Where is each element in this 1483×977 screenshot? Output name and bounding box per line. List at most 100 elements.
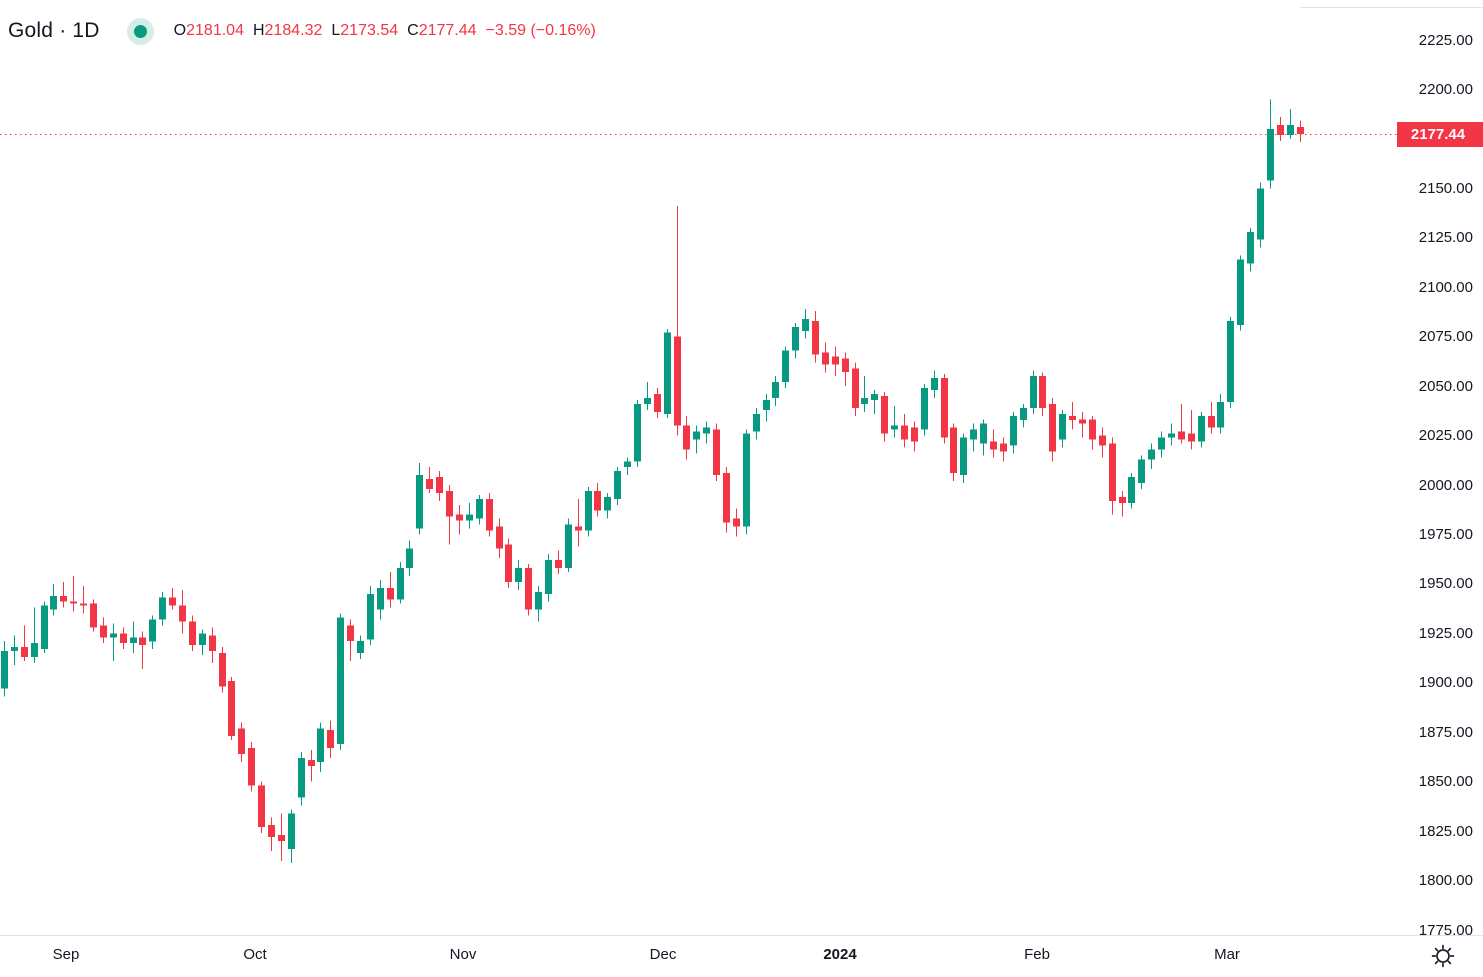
price-axis[interactable]: 2225.00 2200.00 2150.00 2125.00 2100.00 2075.… bbox=[1397, 0, 1483, 939]
candle bbox=[861, 376, 868, 412]
candle bbox=[881, 392, 888, 442]
candle bbox=[1237, 255, 1244, 331]
candle bbox=[941, 374, 948, 444]
candle bbox=[1267, 99, 1274, 189]
candle bbox=[525, 564, 532, 616]
price-axis-top-border bbox=[1300, 7, 1483, 8]
candle bbox=[1138, 455, 1145, 489]
price-tick-label: 1850.00 bbox=[1418, 773, 1473, 790]
candle bbox=[298, 752, 305, 806]
legend: Gold · 1D O2181.04 H2184.32 L2173.54 C21… bbox=[8, 14, 596, 48]
candle bbox=[1079, 411, 1086, 438]
candle bbox=[377, 579, 384, 620]
candle bbox=[763, 394, 770, 422]
candle bbox=[1257, 182, 1264, 248]
candle bbox=[1168, 423, 1175, 446]
candle bbox=[585, 487, 592, 537]
candle bbox=[842, 352, 849, 387]
candle bbox=[1128, 473, 1135, 509]
candle bbox=[614, 467, 621, 505]
candle bbox=[268, 817, 275, 851]
sun-icon[interactable] bbox=[1429, 942, 1457, 970]
candle bbox=[1148, 443, 1155, 470]
candle bbox=[990, 429, 997, 458]
candle bbox=[782, 346, 789, 389]
candle bbox=[456, 504, 463, 535]
candle bbox=[654, 388, 661, 418]
candle bbox=[575, 498, 582, 547]
candle bbox=[466, 502, 473, 529]
change-value: −3.59 (−0.16%) bbox=[485, 22, 596, 39]
candlestick-chart[interactable] bbox=[0, 0, 1397, 935]
price-tick-label: 2025.00 bbox=[1418, 427, 1473, 444]
candle bbox=[911, 421, 918, 452]
candle bbox=[1, 641, 8, 697]
candle bbox=[772, 376, 779, 406]
open-value: O2181.04 bbox=[173, 22, 244, 39]
data-source-dot-icon[interactable] bbox=[126, 17, 154, 45]
candle bbox=[1099, 427, 1106, 458]
candle bbox=[159, 591, 166, 626]
candle bbox=[80, 585, 87, 614]
price-tick-label: 1775.00 bbox=[1418, 922, 1473, 939]
candles-layer bbox=[1, 99, 1304, 863]
candle bbox=[703, 421, 710, 444]
time-tick-label: Oct bbox=[243, 946, 267, 963]
candle bbox=[496, 518, 503, 559]
candle bbox=[11, 635, 18, 665]
candle bbox=[1089, 415, 1096, 450]
candle bbox=[535, 585, 542, 622]
price-tick-label: 1875.00 bbox=[1418, 724, 1473, 741]
candle bbox=[743, 429, 750, 535]
candle bbox=[565, 518, 572, 572]
candle bbox=[931, 370, 938, 398]
candle bbox=[1109, 437, 1116, 515]
candle bbox=[317, 722, 324, 772]
price-tick-label: 2000.00 bbox=[1418, 477, 1473, 494]
candle bbox=[1000, 437, 1007, 462]
candle bbox=[1010, 411, 1017, 454]
candle bbox=[1178, 403, 1185, 444]
close-value: C2177.44 bbox=[407, 22, 477, 39]
candle bbox=[41, 601, 48, 654]
candle bbox=[397, 562, 404, 604]
price-tick-label: 1975.00 bbox=[1418, 526, 1473, 543]
candle bbox=[871, 390, 878, 414]
candle bbox=[1158, 431, 1165, 458]
price-tick-label: 2200.00 bbox=[1418, 81, 1473, 98]
time-axis-border bbox=[0, 935, 1483, 936]
candle bbox=[970, 423, 977, 452]
symbol-title[interactable]: Gold · 1D bbox=[8, 19, 100, 42]
candle bbox=[1208, 401, 1215, 434]
candle bbox=[367, 585, 374, 646]
candle bbox=[31, 607, 38, 663]
candle bbox=[288, 809, 295, 863]
candle bbox=[258, 781, 265, 834]
candle bbox=[426, 467, 433, 493]
candle bbox=[219, 647, 226, 693]
price-tick-label: 1925.00 bbox=[1418, 625, 1473, 642]
candle bbox=[209, 627, 216, 663]
candle bbox=[1069, 401, 1076, 430]
candle bbox=[149, 615, 156, 650]
candle bbox=[110, 623, 117, 661]
time-tick-label: Sep bbox=[52, 946, 80, 963]
candle bbox=[980, 419, 987, 456]
candle bbox=[347, 619, 354, 661]
candle bbox=[960, 433, 967, 483]
candle bbox=[169, 587, 176, 610]
candle bbox=[1049, 398, 1056, 462]
candle bbox=[683, 415, 690, 460]
time-tick-label: Dec bbox=[649, 946, 677, 963]
candle bbox=[822, 342, 829, 373]
time-tick-label: 2024 bbox=[823, 946, 857, 963]
candle bbox=[604, 492, 611, 519]
candle bbox=[189, 615, 196, 652]
candle bbox=[812, 311, 819, 363]
candle bbox=[179, 589, 186, 634]
candle bbox=[50, 583, 57, 616]
candle bbox=[327, 720, 334, 758]
candle bbox=[664, 328, 671, 418]
price-tick-label: 2150.00 bbox=[1418, 180, 1473, 197]
time-axis[interactable]: Sep Oct Nov Dec 2024 Feb Mar bbox=[0, 936, 1483, 977]
